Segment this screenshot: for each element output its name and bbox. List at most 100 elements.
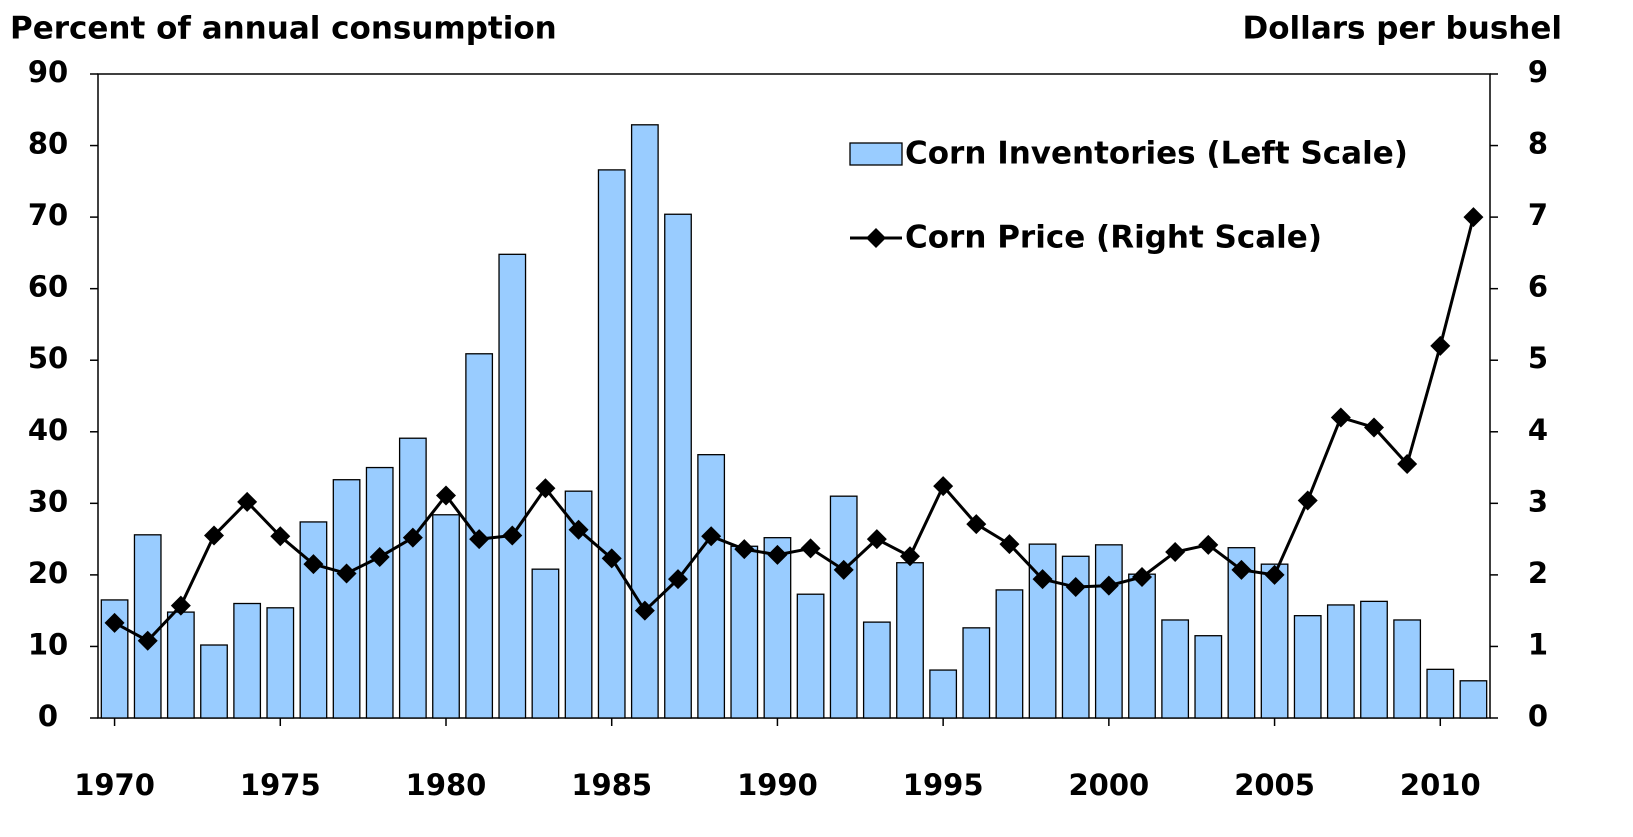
marker	[1364, 417, 1384, 438]
y2-tick-label: 9	[1528, 55, 1548, 89]
bar	[332, 479, 361, 719]
marker	[535, 478, 556, 499]
bar	[299, 521, 328, 719]
marker	[137, 630, 158, 651]
marker	[634, 600, 655, 621]
legend-label: Corn Inventories (Left Scale)	[905, 136, 1408, 172]
marker	[800, 538, 821, 559]
marker	[336, 563, 357, 584]
marker	[204, 525, 224, 546]
y-tick-label: 20	[28, 556, 68, 590]
marker	[502, 525, 523, 546]
x-tick-label: 2005	[1234, 768, 1315, 802]
y-tick-label: 30	[28, 484, 68, 518]
marker	[1463, 207, 1484, 228]
plot-frame	[97, 73, 1491, 719]
y-tick-label: 0	[38, 699, 58, 733]
bar	[1426, 668, 1455, 719]
marker	[1198, 534, 1219, 555]
marker	[369, 547, 390, 567]
bar	[1094, 544, 1123, 719]
marker	[999, 534, 1020, 555]
bar	[929, 669, 958, 719]
marker	[170, 595, 191, 616]
marker	[1264, 564, 1285, 585]
bar	[896, 562, 924, 719]
x-tick-label: 1975	[240, 768, 321, 802]
bar	[962, 627, 991, 719]
x-tick-label: 1990	[737, 768, 818, 802]
bar	[829, 495, 858, 719]
marker	[1165, 541, 1186, 562]
y2-tick-label: 2	[1528, 556, 1548, 590]
bar	[1326, 604, 1355, 719]
bar	[796, 593, 825, 719]
marker	[866, 529, 887, 550]
y-tick-label: 10	[28, 627, 68, 661]
bar	[531, 568, 560, 719]
x-tick-label: 1970	[74, 768, 155, 802]
x-tick-label: 1980	[406, 768, 487, 802]
marker	[436, 485, 456, 506]
marker	[270, 526, 291, 547]
legend-swatch	[849, 142, 903, 166]
bar	[763, 537, 792, 719]
x-tick-label: 2010	[1400, 768, 1481, 802]
bar	[730, 545, 759, 719]
marker	[701, 526, 722, 547]
bar	[597, 169, 626, 719]
marker	[767, 544, 788, 565]
bar	[1293, 615, 1322, 719]
bar	[630, 124, 659, 719]
bar	[1194, 635, 1223, 719]
marker	[1397, 453, 1418, 474]
marker	[1098, 575, 1119, 596]
bar	[133, 534, 162, 719]
y-tick-label: 80	[28, 127, 68, 161]
bar	[398, 437, 427, 719]
marker	[1132, 567, 1152, 588]
bar	[1161, 619, 1190, 719]
bar	[1260, 563, 1289, 719]
marker	[1297, 490, 1318, 511]
bar	[365, 466, 394, 719]
y-tick-label: 60	[28, 270, 68, 304]
legend-marker	[866, 228, 886, 248]
marker	[668, 569, 688, 590]
marker	[402, 527, 423, 548]
marker	[933, 476, 954, 497]
y2-tick-label: 8	[1528, 127, 1548, 161]
marker	[1065, 577, 1086, 598]
bar	[498, 253, 527, 719]
marker	[1430, 335, 1451, 356]
marker	[966, 514, 987, 535]
y-tick-label: 70	[28, 198, 68, 232]
bar	[862, 621, 891, 719]
bar	[1393, 619, 1422, 719]
bar	[697, 454, 726, 719]
marker	[833, 559, 854, 580]
bar	[664, 213, 692, 719]
y-tick-label: 50	[28, 341, 68, 375]
bar	[432, 514, 460, 719]
bar	[1061, 555, 1090, 719]
bar	[233, 602, 262, 719]
y2-tick-label: 6	[1528, 270, 1548, 304]
marker	[568, 519, 589, 540]
marker	[734, 539, 755, 560]
bar	[1459, 680, 1488, 719]
marker	[900, 546, 920, 567]
legend-label: Corn Price (Right Scale)	[905, 220, 1322, 256]
y2-tick-label: 7	[1528, 198, 1548, 232]
marker	[1330, 407, 1351, 428]
y-tick-label: 40	[28, 413, 68, 447]
marker	[237, 491, 258, 512]
bar	[266, 607, 295, 719]
bar	[1128, 573, 1156, 719]
y2-axis-label: Dollars per bushel	[1243, 11, 1562, 47]
y-axis-label: Percent of annual consumption	[10, 11, 557, 47]
marker	[303, 554, 324, 575]
x-tick-label: 2000	[1068, 768, 1149, 802]
